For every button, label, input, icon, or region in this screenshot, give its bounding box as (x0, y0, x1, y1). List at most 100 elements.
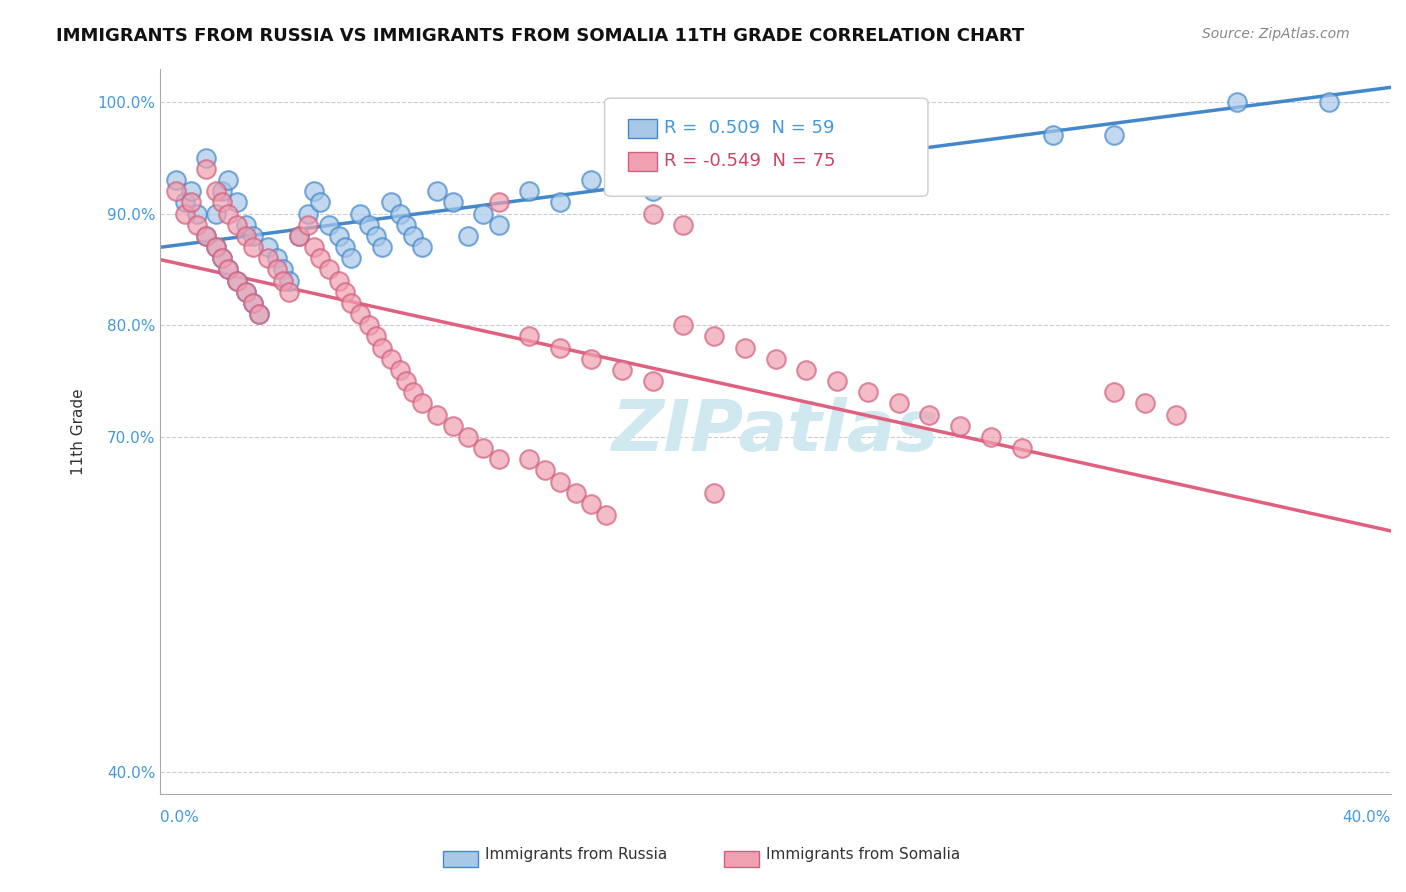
Point (395, 218, 418, 232)
Point (595, 508, 617, 522)
Point (173, 206, 195, 220)
Point (242, 240, 264, 254)
Point (278, 274, 301, 288)
Text: R =  0.509  N = 59: R = 0.509 N = 59 (664, 120, 834, 137)
Point (364, 229, 387, 244)
Text: 0.0%: 0.0% (160, 810, 200, 825)
Point (318, 262, 340, 277)
Point (389, 206, 412, 220)
Point (856, 385, 879, 400)
Text: IMMIGRANTS FROM RUSSIA VS IMMIGRANTS FROM SOMALIA 11TH GRADE CORRELATION CHART: IMMIGRANTS FROM RUSSIA VS IMMIGRANTS FRO… (56, 27, 1025, 45)
Point (180, 195, 202, 210)
Point (287, 229, 309, 244)
Point (519, 184, 541, 198)
Point (672, 318, 695, 333)
Point (765, 351, 787, 366)
Point (226, 274, 249, 288)
Point (349, 206, 371, 220)
Point (519, 329, 541, 343)
Point (401, 385, 423, 400)
Point (186, 206, 208, 220)
Point (548, 195, 571, 210)
Point (796, 363, 818, 377)
Point (472, 441, 495, 455)
Point (242, 229, 264, 244)
Point (610, 363, 633, 377)
Point (309, 195, 332, 210)
Point (217, 206, 239, 220)
Point (641, 184, 664, 198)
Point (371, 341, 394, 355)
Point (333, 285, 356, 299)
Point (271, 262, 294, 277)
Point (371, 240, 394, 254)
Point (333, 240, 356, 254)
Point (235, 285, 257, 299)
Point (257, 252, 280, 266)
Point (278, 285, 301, 299)
Point (457, 430, 479, 444)
Point (359, 218, 381, 232)
Point (411, 240, 433, 254)
Point (887, 396, 910, 410)
Point (257, 240, 280, 254)
Point (180, 184, 202, 198)
Point (426, 184, 449, 198)
Point (287, 229, 309, 244)
Text: 40.0%: 40.0% (1343, 810, 1391, 825)
Point (548, 475, 571, 489)
Text: R = -0.549  N = 75: R = -0.549 N = 75 (664, 153, 835, 170)
Point (195, 229, 218, 244)
Y-axis label: 11th Grade: 11th Grade (72, 388, 86, 475)
Point (211, 195, 233, 210)
Point (548, 341, 571, 355)
Point (426, 408, 449, 422)
Point (472, 206, 495, 220)
Point (918, 408, 941, 422)
Point (211, 184, 233, 198)
Point (302, 184, 325, 198)
Point (235, 285, 257, 299)
Point (579, 497, 602, 511)
Point (204, 206, 226, 220)
Point (1164, 408, 1187, 422)
Point (610, 161, 633, 176)
Point (302, 240, 325, 254)
Point (349, 307, 371, 321)
Point (217, 262, 239, 277)
Point (242, 296, 264, 310)
Point (328, 274, 350, 288)
Point (441, 195, 464, 210)
Point (1011, 441, 1033, 455)
Point (703, 485, 725, 500)
Point (340, 296, 363, 310)
Point (359, 318, 381, 333)
Point (488, 195, 510, 210)
Point (271, 274, 294, 288)
Point (266, 252, 288, 266)
Point (186, 218, 208, 232)
Point (519, 452, 541, 467)
Point (641, 374, 664, 388)
Point (1226, 95, 1249, 109)
Point (380, 351, 402, 366)
Point (211, 252, 233, 266)
Point (441, 418, 464, 433)
Point (235, 218, 257, 232)
Point (217, 262, 239, 277)
Point (810, 128, 832, 143)
Point (242, 296, 264, 310)
Point (825, 374, 848, 388)
Text: Immigrants from Russia: Immigrants from Russia (485, 847, 668, 862)
Point (380, 195, 402, 210)
Point (309, 252, 332, 266)
Point (672, 218, 695, 232)
Point (165, 184, 187, 198)
Point (226, 274, 249, 288)
Point (328, 229, 350, 244)
Point (226, 195, 249, 210)
Point (195, 151, 218, 165)
Point (796, 128, 818, 143)
Point (1133, 396, 1156, 410)
Point (173, 195, 195, 210)
